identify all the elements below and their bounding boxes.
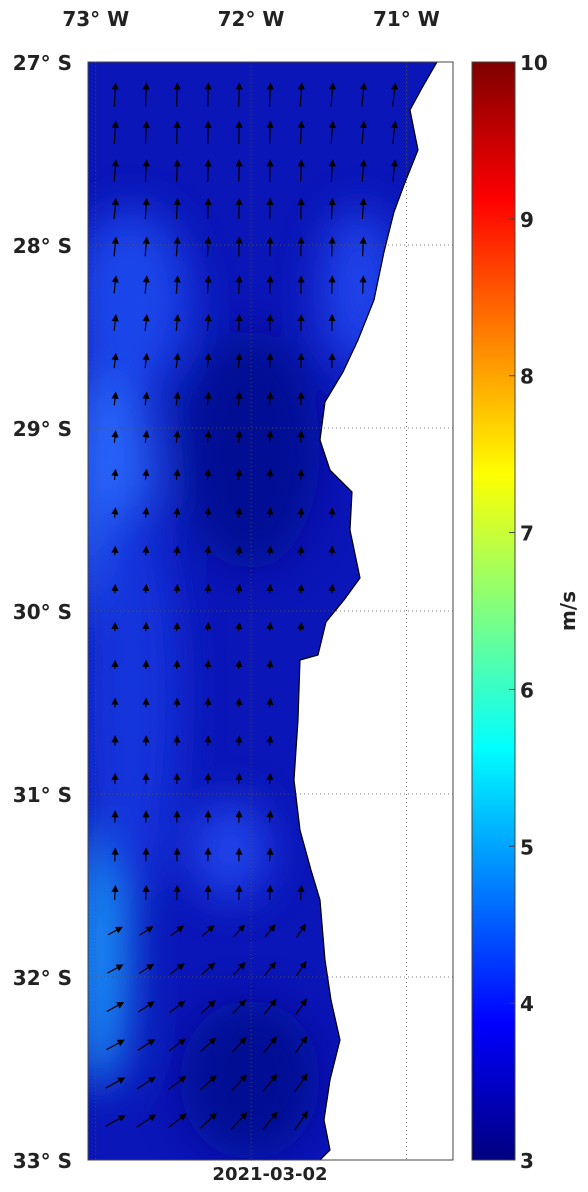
wind-arrow — [239, 661, 240, 669]
lat-tick-label: 32° S — [13, 966, 72, 990]
wind-arrow — [301, 886, 302, 900]
lat-tick-label: 31° S — [13, 783, 72, 807]
wind-arrow — [301, 508, 302, 517]
wind-arrow — [270, 886, 271, 900]
wind-arrow — [146, 585, 147, 593]
wind-arrow — [115, 508, 116, 517]
lat-tick-label: 29° S — [13, 417, 72, 441]
colorbar-tick-label: 4 — [520, 992, 534, 1016]
wind-arrow — [239, 83, 240, 106]
wind-arrow — [115, 547, 116, 556]
lat-tick-label: 33° S — [13, 1149, 72, 1173]
wind-arrow — [177, 623, 178, 631]
wind-arrow — [115, 886, 116, 900]
colorbar-tick-label: 10 — [520, 51, 548, 75]
lon-tick-label: 71° W — [373, 7, 440, 31]
wind-arrow — [301, 199, 302, 219]
wind-arrow — [177, 83, 178, 106]
wind-arrow — [208, 661, 209, 669]
wind-arrow — [208, 699, 209, 708]
wind-arrow — [239, 315, 240, 331]
wind-arrow — [177, 160, 178, 181]
colorbar-tick-label: 8 — [520, 365, 534, 389]
wind-arrow — [146, 547, 147, 556]
wind-arrow — [301, 547, 302, 556]
wind-arrow — [208, 736, 209, 745]
wind-arrow — [270, 315, 271, 331]
wind-arrow — [270, 393, 271, 406]
wind-arrow — [208, 160, 209, 181]
wind-arrow — [239, 811, 240, 822]
wind-arrow — [332, 547, 333, 556]
wind-arrow — [177, 585, 178, 593]
wind-arrow — [363, 238, 364, 257]
wind-arrow — [332, 199, 333, 219]
wind-arrow — [332, 585, 333, 593]
lat-tick-label: 30° S — [13, 600, 72, 624]
wind-arrow — [239, 699, 240, 708]
wind-arrow — [146, 83, 147, 106]
wind-arrow — [208, 238, 209, 257]
colorbar-label: m/s — [556, 591, 580, 631]
wind-arrow — [239, 276, 240, 293]
colorbar-tick-label: 3 — [520, 1149, 534, 1173]
wind-arrow — [332, 508, 333, 517]
colorbar-tick-label: 7 — [520, 522, 534, 546]
wind-arrow — [270, 811, 271, 822]
colorbar-tick-label: 6 — [520, 678, 534, 702]
lat-tick-label: 28° S — [13, 234, 72, 258]
wind-arrow — [301, 470, 302, 480]
wind-arrow — [239, 774, 240, 784]
lon-tick-label: 72° W — [218, 7, 285, 31]
wind-arrow — [208, 199, 209, 219]
wind-arrow — [208, 623, 209, 631]
wind-arrow — [177, 661, 178, 669]
wind-arrow — [270, 849, 271, 862]
wind-arrow — [177, 122, 178, 144]
wind-arrow — [270, 122, 271, 144]
colorbar-tick-label: 9 — [520, 208, 534, 232]
wind-arrow — [239, 122, 240, 144]
wind-arrow — [270, 160, 271, 181]
wind-arrow — [332, 238, 333, 257]
wind-arrow — [239, 238, 240, 257]
lon-tick-label: 73° W — [62, 7, 129, 31]
date-label: 2021-03-02 — [212, 1164, 327, 1185]
wind-arrow — [301, 431, 302, 442]
wind-arrow — [239, 736, 240, 745]
wind-arrow — [301, 393, 302, 406]
wind-arrow — [270, 354, 271, 368]
colorbar-tick-label: 5 — [520, 835, 534, 859]
wind-arrow — [363, 276, 364, 293]
lat-tick-label: 27° S — [13, 51, 72, 75]
colorbar — [472, 62, 515, 1160]
wind-arrow — [301, 160, 302, 181]
